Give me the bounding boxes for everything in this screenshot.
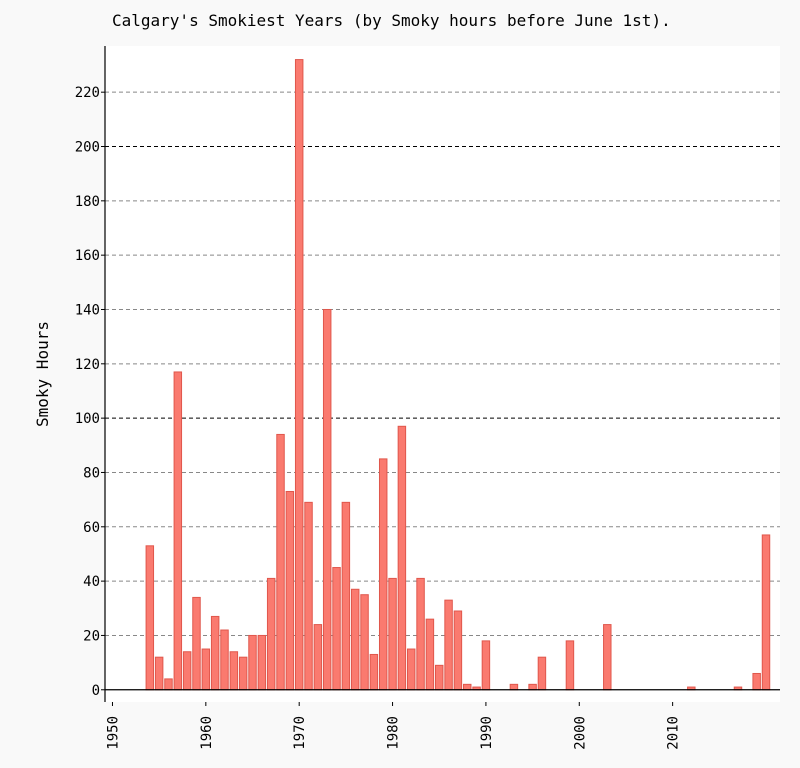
x-tick-labels: 1950 1960 1970 1980 1990 2000 2010 (105, 702, 682, 750)
bar-1988 (463, 683, 472, 691)
bar-1985 (434, 664, 444, 691)
y-tick-label: 180 (75, 194, 100, 210)
bar-1982 (406, 648, 416, 691)
x-tick-label: 2000 (572, 716, 588, 750)
bar-2020 (761, 534, 771, 691)
bar-1976 (350, 588, 360, 691)
bar-1957 (173, 371, 183, 691)
bar-1978 (369, 653, 379, 691)
bar-1987 (453, 610, 463, 691)
x-tick-label: 1960 (199, 716, 215, 750)
bar-1963 (229, 651, 239, 691)
y-tick-label: 80 (83, 465, 100, 481)
y-tick-label: 100 (75, 411, 100, 427)
x-tick-label: 1990 (479, 716, 495, 750)
bar-1990 (481, 640, 491, 691)
y-tick-label: 140 (75, 302, 100, 318)
bar-1995 (528, 683, 537, 691)
y-tick-label: 220 (75, 85, 100, 101)
bar-1986 (444, 599, 453, 691)
bar-1969 (285, 490, 295, 691)
bar-1981 (397, 425, 407, 691)
y-tick-label: 120 (75, 357, 100, 373)
bar-1956 (164, 678, 173, 691)
y-tick-label: 200 (75, 140, 100, 156)
bar-1996 (537, 656, 547, 691)
bar-1977 (360, 594, 369, 691)
y-axis-label: Smoky Hours (33, 321, 52, 427)
bar-1970 (294, 59, 304, 691)
y-tick-label: 0 (92, 683, 100, 699)
x-tick-label: 1980 (386, 716, 402, 750)
bar-1958 (182, 651, 192, 691)
plot-area (105, 46, 780, 702)
bar-1968 (276, 433, 285, 691)
bar-1974 (332, 567, 341, 691)
bar-1959 (192, 596, 201, 691)
y-tick-label: 60 (83, 520, 100, 536)
bar-1975 (341, 501, 351, 691)
x-tick-label: 1970 (292, 716, 308, 750)
bar-1955 (154, 656, 164, 691)
y-tick-labels: 0 20 40 60 80 100 120 140 160 180 200 220 (75, 85, 105, 699)
x-tick-label: 1950 (105, 716, 121, 750)
x-tick-label: 2010 (666, 716, 682, 750)
bar-1973 (322, 308, 332, 691)
bar-2003 (603, 624, 612, 691)
bar-1964 (238, 656, 248, 691)
bar-1967 (266, 577, 276, 691)
bar-1971 (304, 501, 313, 691)
bar-1979 (378, 458, 388, 691)
bar-2019 (752, 672, 761, 691)
bar-1972 (313, 624, 323, 691)
y-tick-label: 40 (83, 574, 100, 590)
bar-1962 (220, 629, 229, 691)
bar-1983 (416, 577, 425, 691)
bar-1966 (257, 634, 267, 691)
bar-1984 (425, 618, 435, 691)
bar-1954 (145, 545, 155, 691)
bar-1980 (388, 577, 397, 691)
bar-1965 (248, 634, 257, 691)
bar-1961 (210, 615, 220, 691)
axes (104, 46, 780, 702)
chart-title: Calgary's Smokiest Years (by Smoky hours… (112, 11, 671, 30)
y-tick-label: 160 (75, 248, 100, 264)
bar-1960 (201, 648, 211, 691)
gridlines (105, 91, 780, 636)
bar-1993 (509, 683, 519, 691)
y-tick-label: 20 (83, 628, 100, 644)
bar-1999 (565, 640, 575, 691)
